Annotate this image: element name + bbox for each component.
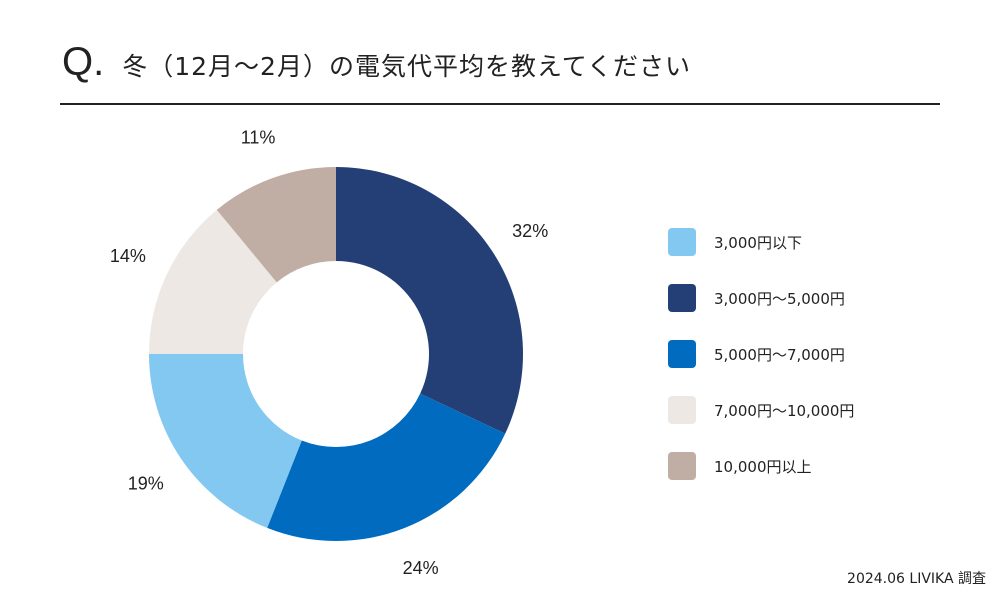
chart-legend: 3,000円以下 3,000円〜5,000円 5,000円〜7,000円 7,000円…: [668, 226, 854, 506]
legend-swatch: [668, 340, 696, 368]
legend-swatch: [668, 284, 696, 312]
donut-slice-4: [149, 209, 277, 354]
legend-swatch: [668, 396, 696, 424]
legend-label: 3,000円以下: [714, 233, 802, 252]
data-label-3: 24%: [403, 558, 439, 578]
data-label-4: 14%: [110, 246, 146, 266]
legend-item-2: 3,000円〜5,000円: [668, 282, 854, 314]
donut-slice-5: [216, 167, 336, 283]
data-label-1: 19%: [128, 473, 164, 493]
chart-title: Q. 冬（12月〜2月）の電気代平均を教えてください: [62, 40, 691, 85]
legend-label: 7,000円〜10,000円: [714, 401, 855, 420]
data-label-5: 11%: [241, 128, 276, 148]
legend-swatch: [668, 228, 696, 256]
legend-label: 3,000円〜5,000円: [714, 289, 845, 308]
legend-item-1: 3,000円以下: [668, 226, 854, 258]
donut-chart: 32% 24% 19% 14% 11%: [110, 128, 548, 578]
source-note: 2024.06 LIVIKA 調査: [847, 571, 986, 587]
donut-slice-2: [336, 167, 523, 434]
question-mark-label: Q.: [62, 40, 105, 84]
donut-slice-1: [149, 354, 302, 528]
legend-item-4: 7,000円〜10,000円: [668, 394, 854, 426]
legend-item-5: 10,000円以上: [668, 450, 854, 482]
legend-swatch: [668, 452, 696, 480]
legend-item-3: 5,000円〜7,000円: [668, 338, 854, 370]
donut-slice-3: [267, 393, 506, 541]
data-label-2: 32%: [512, 221, 548, 241]
question-text: 冬（12月〜2月）の電気代平均を教えてください: [122, 52, 691, 81]
legend-label: 5,000円〜7,000円: [714, 345, 845, 364]
legend-label: 10,000円以上: [714, 457, 812, 476]
title-divider: [60, 103, 940, 105]
